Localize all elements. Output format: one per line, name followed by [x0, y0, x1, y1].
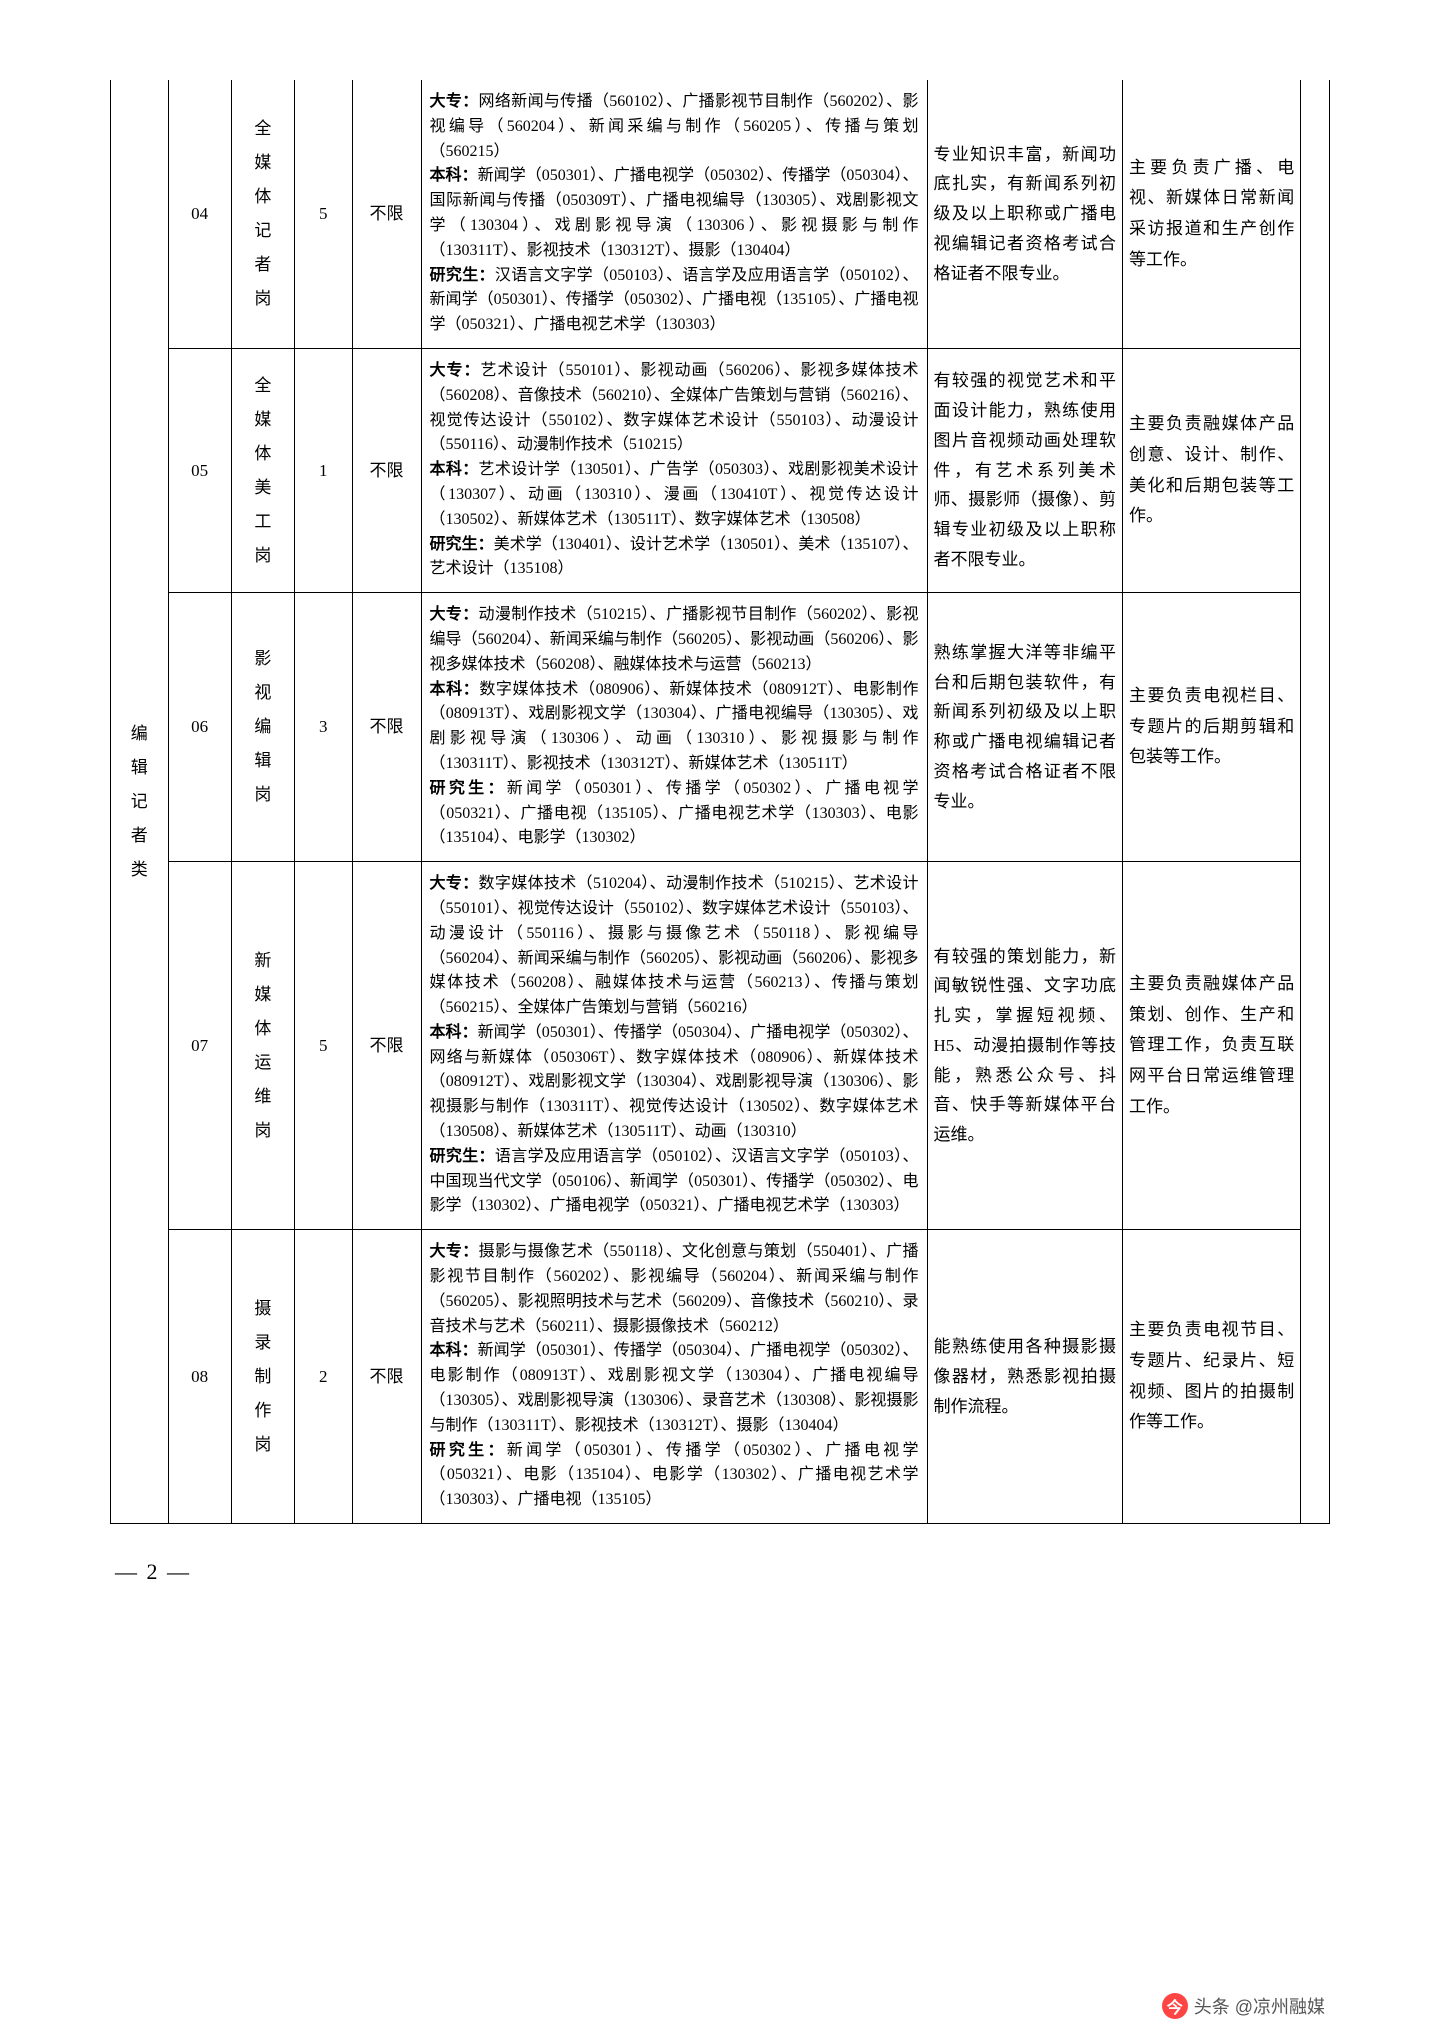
table-row: 07新媒体运维岗5不限大专：数字媒体技术（510204）、动漫制作技术（5102…	[111, 862, 1330, 1230]
table-row: 06影视编辑岗3不限大专：动漫制作技术（510215）、广播影视节目制作（560…	[111, 593, 1330, 862]
requirement-cell: 专业知识丰富，新闻功底扎实，有新闻系列初级及以上职称或广播电视编辑记者资格考试合…	[927, 80, 1123, 348]
major-cell: 大专：数字媒体技术（510204）、动漫制作技术（510215）、艺术设计（55…	[421, 862, 927, 1230]
code-cell: 08	[168, 1230, 231, 1524]
requirement-cell: 有较强的策划能力，新闻敏锐性强、文字功底扎实，掌握短视频、H5、动漫拍摄制作等技…	[927, 862, 1123, 1230]
requirement-cell: 能熟练使用各种摄影摄像器材，熟悉影视拍摄制作流程。	[927, 1230, 1123, 1524]
requirement-cell: 有较强的视觉艺术和平面设计能力，熟练使用图片音视频动画处理软件，有艺术系列美术师…	[927, 348, 1123, 592]
document-page: 编辑记者类04全媒体记者岗5不限大专：网络新闻与传播（560102）、广播影视节…	[110, 80, 1330, 1585]
table-row: 编辑记者类04全媒体记者岗5不限大专：网络新闻与传播（560102）、广播影视节…	[111, 80, 1330, 348]
code-cell: 05	[168, 348, 231, 592]
major-cell: 大专：艺术设计（550101）、影视动画（560206）、影视多媒体技术（560…	[421, 348, 927, 592]
category-cell: 编辑记者类	[111, 80, 169, 1524]
count-cell: 3	[295, 593, 353, 862]
count-cell: 5	[295, 862, 353, 1230]
duty-cell: 主要负责融媒体产品策划、创作、生产和管理工作，负责互联网平台日常运维管理工作。	[1123, 862, 1301, 1230]
limit-cell: 不限	[352, 80, 421, 348]
watermark-icon: 今	[1162, 1993, 1188, 2019]
duty-cell: 主要负责电视节目、专题片、纪录片、短视频、图片的拍摄制作等工作。	[1123, 1230, 1301, 1524]
position-cell: 新媒体运维岗	[231, 862, 294, 1230]
code-cell: 07	[168, 862, 231, 1230]
limit-cell: 不限	[352, 348, 421, 592]
code-cell: 06	[168, 593, 231, 862]
requirement-cell: 熟练掌握大洋等非编平台和后期包装软件，有新闻系列初级及以上职称或广播电视编辑记者…	[927, 593, 1123, 862]
empty-cell	[1301, 80, 1330, 1524]
position-cell: 全媒体记者岗	[231, 80, 294, 348]
table-row: 05全媒体美工岗1不限大专：艺术设计（550101）、影视动画（560206）、…	[111, 348, 1330, 592]
count-cell: 1	[295, 348, 353, 592]
limit-cell: 不限	[352, 1230, 421, 1524]
count-cell: 5	[295, 80, 353, 348]
position-cell: 影视编辑岗	[231, 593, 294, 862]
duty-cell: 主要负责电视栏目、专题片的后期剪辑和包装等工作。	[1123, 593, 1301, 862]
count-cell: 2	[295, 1230, 353, 1524]
major-cell: 大专：动漫制作技术（510215）、广播影视节目制作（560202）、影视编导（…	[421, 593, 927, 862]
job-table: 编辑记者类04全媒体记者岗5不限大专：网络新闻与传播（560102）、广播影视节…	[110, 80, 1330, 1524]
watermark-text: 头条 @凉州融媒	[1194, 1993, 1325, 2019]
major-cell: 大专：摄影与摄像艺术（550118）、文化创意与策划（550401）、广播影视节…	[421, 1230, 927, 1524]
major-cell: 大专：网络新闻与传播（560102）、广播影视节目制作（560202）、影视编导…	[421, 80, 927, 348]
duty-cell: 主要负责广播、电视、新媒体日常新闻采访报道和生产创作等工作。	[1123, 80, 1301, 348]
duty-cell: 主要负责融媒体产品创意、设计、制作、美化和后期包装等工作。	[1123, 348, 1301, 592]
limit-cell: 不限	[352, 593, 421, 862]
watermark: 今 头条 @凉州融媒	[1162, 1993, 1325, 2019]
code-cell: 04	[168, 80, 231, 348]
position-cell: 全媒体美工岗	[231, 348, 294, 592]
table-row: 08摄录制作岗2不限大专：摄影与摄像艺术（550118）、文化创意与策划（550…	[111, 1230, 1330, 1524]
page-number: — 2 —	[110, 1559, 1330, 1585]
limit-cell: 不限	[352, 862, 421, 1230]
position-cell: 摄录制作岗	[231, 1230, 294, 1524]
